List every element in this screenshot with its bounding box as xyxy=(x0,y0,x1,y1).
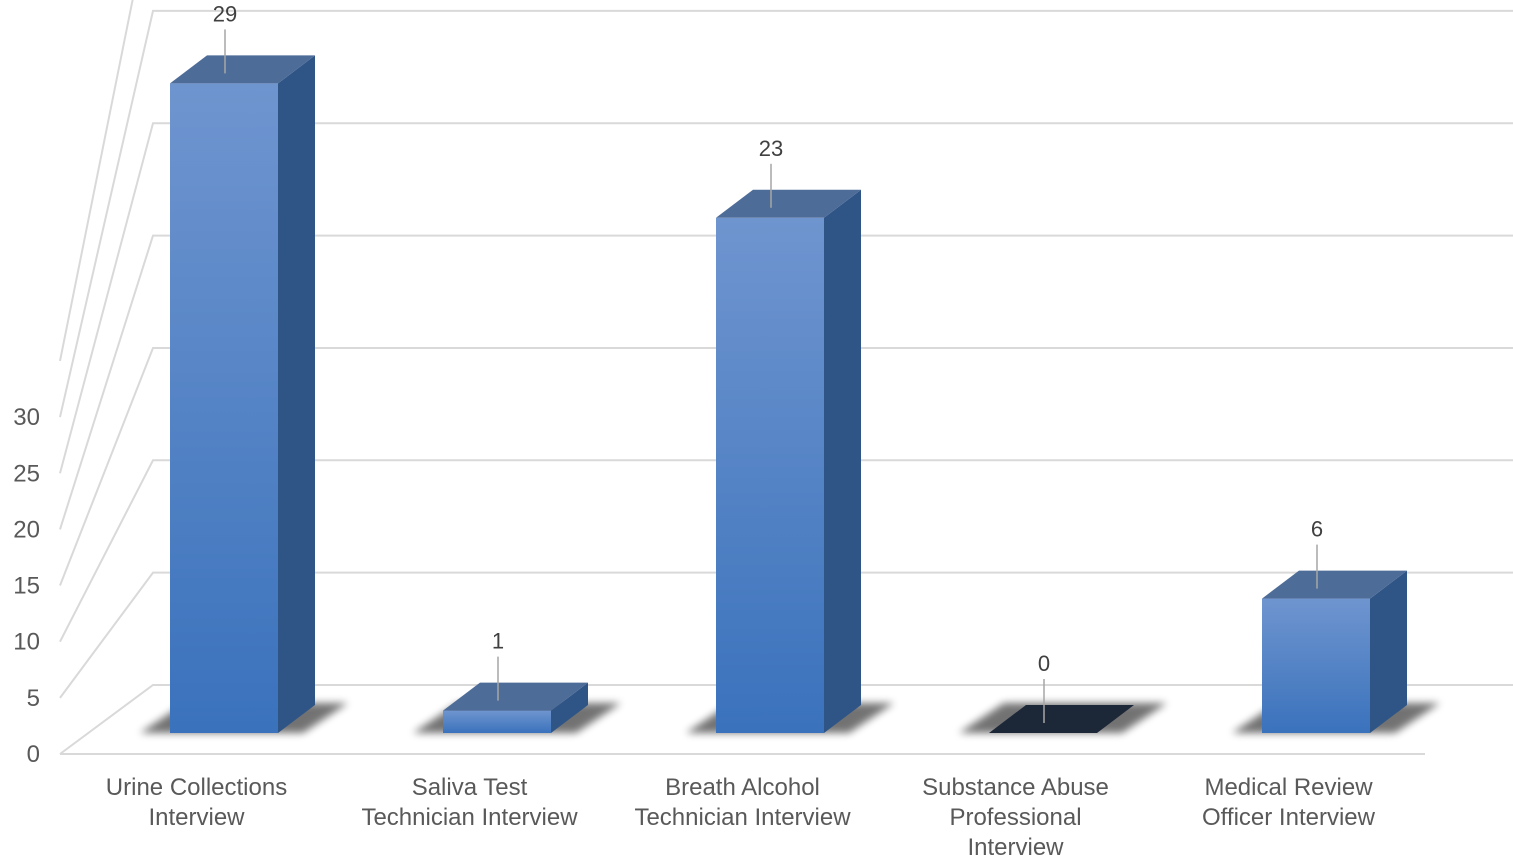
y-tick-label: 15 xyxy=(13,573,40,600)
bar-top xyxy=(716,189,861,218)
category-label: Urine Collections Interview xyxy=(106,774,287,831)
bars xyxy=(140,55,1440,734)
bar-front xyxy=(716,217,824,734)
bar-side xyxy=(551,682,588,733)
bar xyxy=(686,189,894,734)
gridline xyxy=(59,0,134,362)
bar-side xyxy=(824,189,861,734)
bar-front xyxy=(443,710,551,733)
gridlines xyxy=(59,0,1513,755)
category-label: Medical Review Officer Interview xyxy=(1202,774,1376,831)
bar-side xyxy=(1370,570,1407,733)
category-label-line: Medical Review xyxy=(1204,774,1373,801)
floor-back-edge xyxy=(59,684,1513,755)
category-label: Breath Alcohol Technician Interview xyxy=(634,774,851,831)
y-tick-label: 10 xyxy=(13,629,40,656)
category-label-line: Substance Abuse xyxy=(922,774,1109,801)
category-label-line: Urine Collections xyxy=(106,774,287,801)
category-label-line: Interview xyxy=(148,804,245,831)
category-label-line: Officer Interview xyxy=(1202,804,1376,831)
bar-top xyxy=(170,55,315,84)
category-label: Substance Abuse Professional Interview xyxy=(922,774,1109,858)
bar-top xyxy=(1262,570,1407,599)
y-tick-label: 30 xyxy=(13,404,40,431)
bar-front xyxy=(1262,598,1370,733)
y-tick-label: 0 xyxy=(27,741,40,768)
bar-front xyxy=(170,83,278,733)
data-labels: 29 1 23 0 6 xyxy=(213,1,1323,723)
y-tick-label: 20 xyxy=(13,516,40,543)
bar-top xyxy=(443,682,588,711)
category-label: Saliva Test Technician Interview xyxy=(361,774,578,831)
category-labels: Urine Collections Interview Saliva Test Tec… xyxy=(106,774,1376,858)
bar-side xyxy=(278,55,315,733)
gridline xyxy=(59,346,1513,586)
bar-top xyxy=(989,705,1134,733)
category-label-line: Technician Interview xyxy=(361,804,578,831)
gridline xyxy=(59,459,1513,643)
data-label: 1 xyxy=(492,629,504,654)
gridline xyxy=(59,234,1513,530)
bar xyxy=(140,55,348,733)
y-tick-label: 25 xyxy=(13,460,40,487)
category-label-line: Interview xyxy=(967,834,1064,858)
bar xyxy=(1232,570,1440,733)
gridline xyxy=(59,122,1513,474)
bar xyxy=(413,682,621,733)
gridline xyxy=(59,571,1513,699)
data-label: 23 xyxy=(759,136,783,161)
category-label-line: Saliva Test xyxy=(412,774,528,801)
y-tick-label: 5 xyxy=(27,685,40,712)
bar xyxy=(959,703,1167,733)
data-label: 0 xyxy=(1038,651,1050,676)
data-label: 29 xyxy=(213,1,237,26)
category-label-line: Technician Interview xyxy=(634,804,851,831)
data-label: 6 xyxy=(1311,517,1323,542)
gridline xyxy=(59,9,1513,418)
category-label-line: Professional xyxy=(949,804,1081,831)
y-axis-ticks: 0 5 10 15 20 25 30 xyxy=(13,404,40,768)
category-label-line: Breath Alcohol xyxy=(665,774,820,801)
